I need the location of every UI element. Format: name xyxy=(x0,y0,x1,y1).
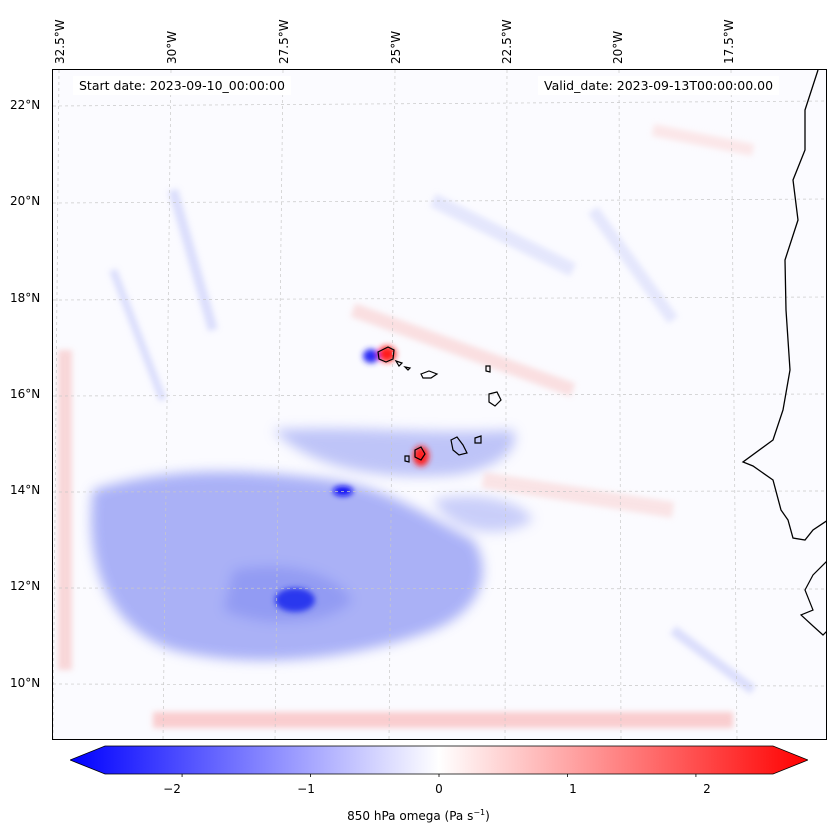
africa-coastline xyxy=(741,70,826,541)
africa-coastline-south xyxy=(799,561,826,636)
lat-label: 22°N xyxy=(10,98,41,112)
colorbar-label-text: 850 hPa omega (Pa s xyxy=(347,809,474,823)
colorbar-tick-label: −2 xyxy=(163,782,181,796)
colorbar-tick-label: 0 xyxy=(435,782,443,796)
cape-verde-islands xyxy=(377,346,502,463)
map-panel xyxy=(52,69,827,740)
lat-label: 14°N xyxy=(10,483,41,497)
colorbar-tick-label: 2 xyxy=(703,782,711,796)
lat-label: 18°N xyxy=(10,291,41,305)
gridlines xyxy=(53,70,826,739)
lat-label: 12°N xyxy=(10,579,41,593)
blue-streaks xyxy=(109,188,756,694)
valid-date-label: Valid_date: 2023-09-13T00:00:00.00 xyxy=(538,76,780,95)
island-anomalies xyxy=(275,346,429,612)
omega-field-map xyxy=(53,70,826,739)
lat-label: 20°N xyxy=(10,194,41,208)
colorbar-scale xyxy=(70,745,808,775)
colorbar-label-unit-exponent: −1 xyxy=(473,808,486,817)
lat-label: 16°N xyxy=(10,387,41,401)
lon-label: 17.5°W xyxy=(722,19,736,64)
lat-label: 10°N xyxy=(10,676,41,690)
colorbar-tick-label: 1 xyxy=(569,782,577,796)
lon-label: 22.5°W xyxy=(500,19,514,64)
lon-label: 20°W xyxy=(611,30,625,64)
start-date-label: Start date: 2023-09-10_00:00:00 xyxy=(73,76,291,95)
colorbar-tick-label: −1 xyxy=(297,782,315,796)
blue-omega-region xyxy=(91,428,533,661)
lon-label: 25°W xyxy=(389,30,403,64)
lon-label: 30°W xyxy=(165,30,179,64)
colorbar-label: 850 hPa omega (Pa s−1) xyxy=(0,808,837,823)
lon-label: 27.5°W xyxy=(277,19,291,64)
lon-label: 32.5°W xyxy=(53,19,67,64)
colorbar-label-end: ) xyxy=(485,809,490,823)
red-streaks xyxy=(58,124,755,728)
colorbar xyxy=(70,745,808,777)
